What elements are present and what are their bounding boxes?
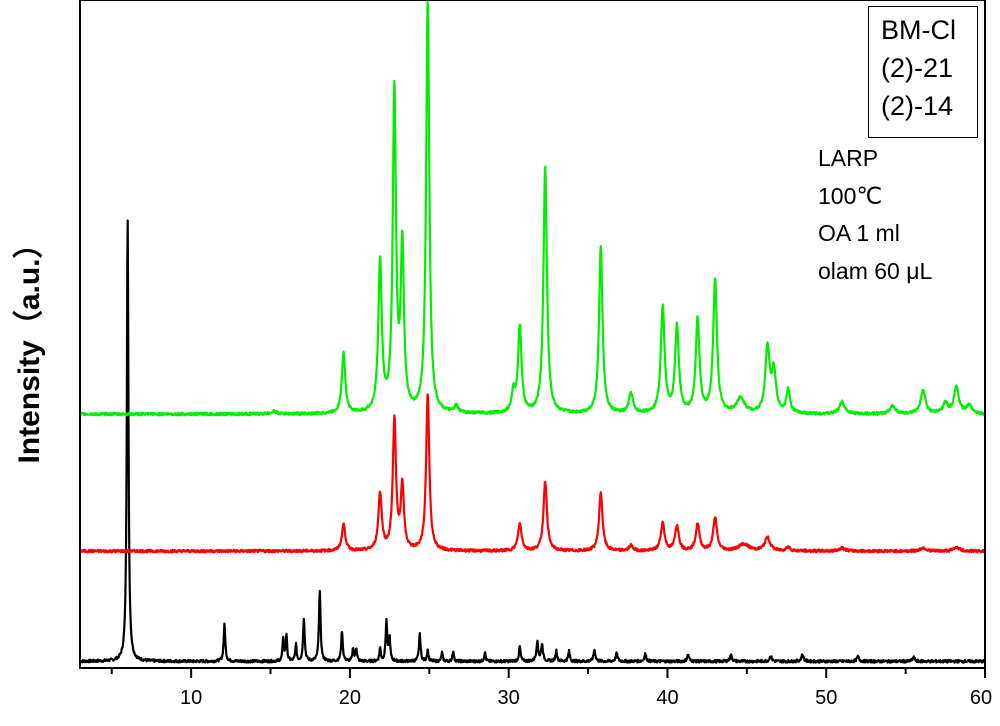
annotation-olam: olam 60 μL [818, 257, 933, 284]
plot-frame [79, 0, 986, 669]
legend-entry-2-14: (2)-14 [881, 91, 954, 121]
series-line-0 [79, 219, 987, 664]
y-axis-label: Intensity（a.u.） [13, 228, 46, 464]
legend-entry-bm-cl: BM-Cl [881, 15, 956, 45]
x-tick-label: 60 [970, 687, 992, 709]
x-axis-ticks: 10 20 30 40 50 60 [110, 668, 992, 709]
x-tick-label: 10 [180, 687, 202, 709]
x-tick-label: 20 [339, 687, 361, 709]
plot-lines [78, 0, 987, 664]
series-line-2 [79, 0, 987, 417]
series-line-1 [78, 393, 987, 554]
x-tick-label: 50 [815, 687, 837, 709]
legend: BM-Cl (2)-21 (2)-14 [868, 6, 978, 138]
x-tick-label: 40 [656, 687, 678, 709]
legend-entry-2-21: (2)-21 [881, 53, 954, 83]
annotation-temperature: 100℃ [818, 182, 883, 209]
x-tick-label: 30 [498, 687, 520, 709]
annotation-oa: OA 1 ml [818, 220, 900, 246]
annotation-method: LARP [818, 145, 879, 171]
annotation-block: LARP 100℃ OA 1 ml olam 60 μL [818, 140, 932, 290]
